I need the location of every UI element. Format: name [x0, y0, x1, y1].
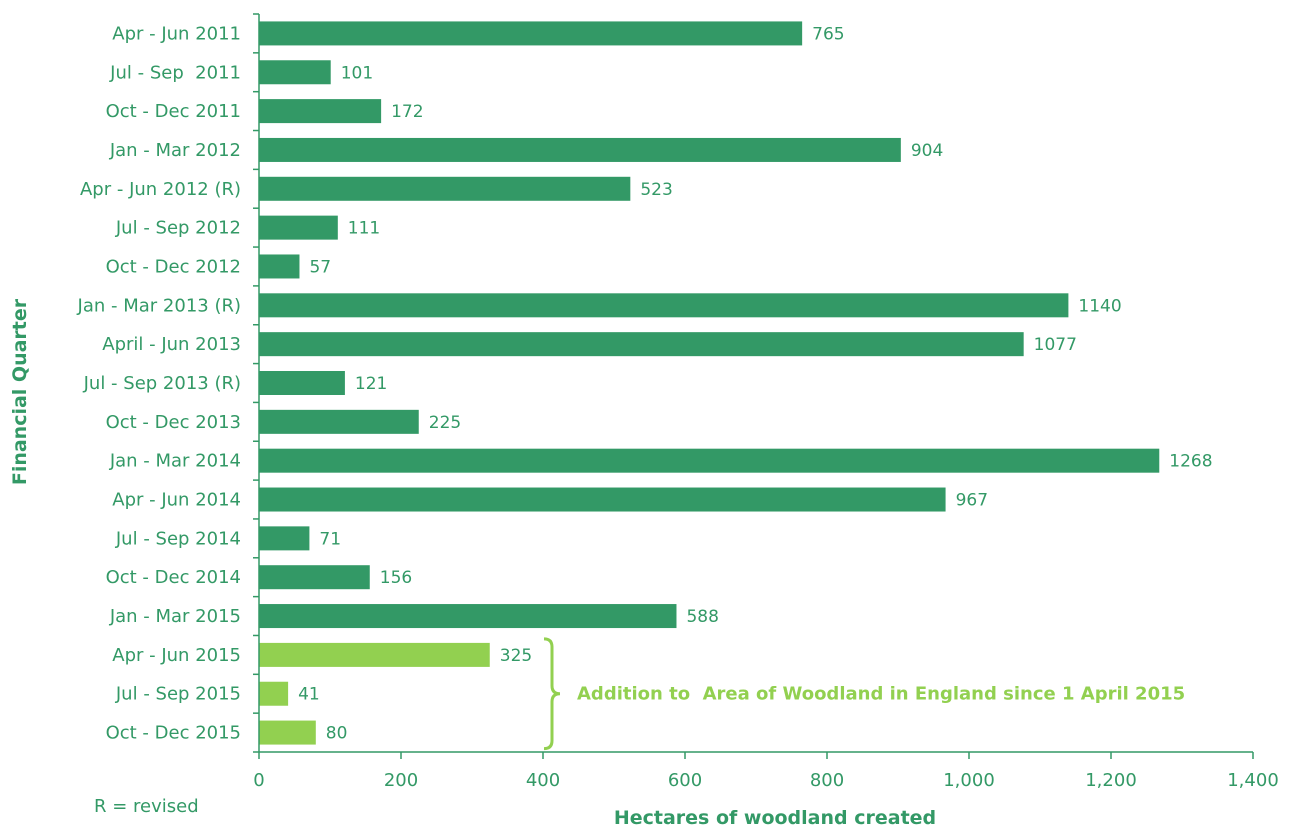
- y-axis-title: Financial Quarter: [9, 298, 31, 485]
- bar: [259, 137, 901, 162]
- category-label: April - Jun 2013: [102, 334, 241, 355]
- bar: [259, 332, 1024, 357]
- value-label: 523: [640, 180, 672, 200]
- category-label: Oct - Dec 2012: [106, 256, 241, 277]
- bar: [259, 526, 310, 551]
- category-label: Jul - Sep 2015: [115, 684, 241, 705]
- value-label: 1077: [1034, 335, 1077, 355]
- revised-note: R = revised: [94, 796, 199, 817]
- x-ticks-group: 0 200 400 600 800 1,000 1,200 1,400: [253, 752, 1279, 791]
- value-label: 1140: [1078, 296, 1121, 316]
- category-label: Jul - Sep 2012: [115, 218, 241, 239]
- x-tick-label: 800: [810, 770, 844, 791]
- bar: [259, 60, 331, 85]
- x-tick-label: 1,400: [1227, 770, 1279, 791]
- value-label: 325: [500, 646, 532, 666]
- category-label: Jan - Mar 2014: [109, 451, 241, 472]
- value-label: 80: [326, 724, 348, 744]
- bar: [259, 371, 345, 395]
- x-tick-label: 1,200: [1085, 770, 1137, 791]
- value-label: 1268: [1169, 452, 1212, 472]
- bar: [259, 681, 289, 706]
- bar: [259, 565, 370, 590]
- category-label: Oct - Dec 2011: [106, 101, 241, 122]
- value-label: 172: [391, 102, 423, 122]
- x-tick-label: 0: [253, 770, 264, 791]
- value-label: 111: [348, 219, 380, 239]
- annotation-brace: [543, 637, 561, 751]
- category-label: Apr - Jun 2012 (R): [80, 179, 241, 200]
- value-label: 101: [341, 63, 373, 83]
- x-tick-label: 600: [668, 770, 702, 791]
- bar: [259, 604, 677, 629]
- bar: [259, 448, 1160, 473]
- bar: [259, 21, 803, 46]
- category-label: Jan - Mar 2015: [109, 606, 241, 627]
- value-label: 156: [380, 568, 412, 588]
- x-tick-label: 200: [384, 770, 418, 791]
- category-label: Jul - Sep 2014: [115, 528, 241, 549]
- bar: [259, 99, 382, 124]
- bar: [259, 720, 316, 745]
- category-label: Oct - Dec 2015: [106, 723, 241, 744]
- value-label: 57: [309, 257, 331, 277]
- category-labels-group: Apr - Jun 2011 Jul - Sep 2011 Oct - Dec 20…: [77, 23, 241, 743]
- annotation-text: Addition to Area of Woodland in England …: [577, 684, 1185, 705]
- category-label: Jul - Sep 2013 (R): [83, 373, 241, 394]
- value-label: 904: [911, 141, 943, 161]
- bar: [259, 176, 631, 201]
- category-label: Jan - Mar 2012: [109, 140, 241, 161]
- value-label: 71: [319, 529, 341, 549]
- category-label: Oct - Dec 2013: [106, 412, 241, 433]
- bar: [259, 409, 419, 434]
- value-label: 588: [686, 607, 718, 627]
- category-label: Jul - Sep 2011: [109, 62, 241, 83]
- x-tick-label: 400: [526, 770, 560, 791]
- category-label: Apr - Jun 2014: [112, 490, 241, 511]
- category-label: Jan - Mar 2013 (R): [77, 295, 241, 316]
- bar: [259, 293, 1069, 318]
- category-label: Oct - Dec 2014: [106, 567, 241, 588]
- bar: [259, 215, 338, 240]
- category-label: Apr - Jun 2011: [112, 23, 241, 44]
- bar: [259, 642, 490, 667]
- y-ticks-group: [253, 13, 259, 753]
- value-label: 967: [956, 491, 988, 511]
- x-tick-label: 1,000: [943, 770, 995, 791]
- value-label: 121: [355, 374, 387, 394]
- x-axis-title: Hectares of woodland created: [614, 807, 936, 826]
- bars-group: [259, 21, 1160, 745]
- axes-group: [258, 14, 1253, 753]
- bar: [259, 487, 946, 512]
- category-label: Apr - Jun 2015: [112, 645, 241, 666]
- value-label: 41: [298, 685, 320, 705]
- bar: [259, 254, 300, 279]
- value-label: 765: [812, 24, 844, 44]
- value-label: 225: [429, 413, 461, 433]
